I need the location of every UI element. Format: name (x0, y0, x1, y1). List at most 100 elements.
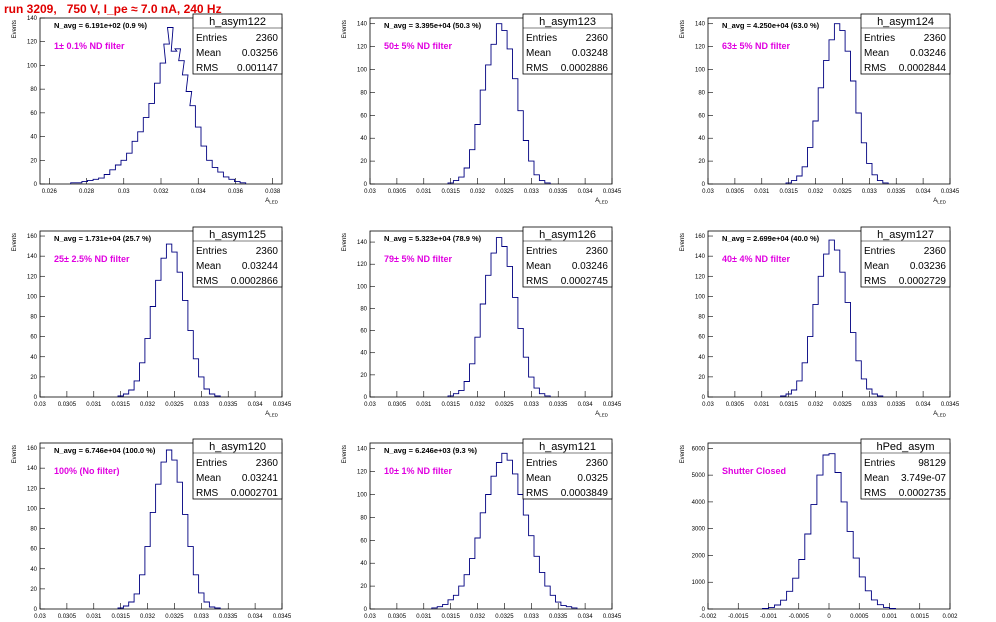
y-tick-label: 60 (698, 113, 705, 119)
stats-box (192, 226, 283, 288)
n-avg-annotation: N_avg = 2.699e+04 (40.0 %) (722, 234, 820, 243)
x-axis-title: ALED (265, 411, 279, 418)
y-tick-label: 0 (702, 182, 706, 188)
y-tick-label: 40 (360, 136, 367, 142)
y-tick-label: 0 (34, 607, 38, 613)
y-tick-label: 100 (27, 294, 38, 300)
x-tick-label: 0.0335 (219, 614, 238, 620)
stats-value: 2360 (586, 33, 609, 44)
y-tick-label: 120 (357, 262, 368, 268)
x-tick-label: 0.034 (916, 189, 932, 195)
x-tick-label: 0.0345 (941, 402, 960, 408)
y-tick-label: 100 (27, 506, 38, 512)
y-tick-label: 20 (30, 587, 37, 593)
x-tick-label: 0.002 (942, 614, 958, 620)
n-avg-annotation-rest: _avg = 6.246e+03 (9.3 %) (388, 446, 477, 455)
stats-value: 0.0002735 (899, 488, 947, 499)
x-tick-label: 0.033 (524, 189, 540, 195)
y-tick-label: 120 (695, 274, 706, 280)
histogram-series (70, 27, 247, 184)
stats-box-title: h_asym121 (539, 441, 596, 453)
n-avg-annotation-rest: _avg = 1.731e+04 (25.7 %) (58, 234, 151, 243)
x-tick-label: 0.0305 (388, 189, 407, 195)
stats-label: Mean (526, 48, 551, 59)
stats-label: RMS (526, 488, 549, 499)
y-axis-title: Events (680, 20, 686, 38)
stats-value: 0.0002701 (231, 488, 279, 499)
y-tick-label: 120 (357, 45, 368, 51)
x-tick-label: 0.026 (42, 189, 58, 195)
y-tick-label: 0 (34, 182, 38, 188)
stats-label: Entries (864, 33, 895, 44)
y-tick-label: 100 (357, 284, 368, 290)
x-tick-label: 0.03 (364, 402, 376, 408)
histogram-panel: 0 20 40 60 80 100 120 140 0.03 0.0305 0.031 0.0315 0… (342, 226, 622, 418)
y-tick-label: 40 (698, 136, 705, 142)
y-tick-label: 20 (30, 375, 37, 381)
y-tick-label: 80 (698, 315, 705, 321)
y-tick-label: 60 (698, 335, 705, 341)
histogram-series (785, 23, 889, 184)
plot-frame (39, 442, 283, 610)
x-axis-title: ALED (595, 198, 609, 205)
y-tick-label: 120 (27, 274, 38, 280)
histogram-series (117, 449, 221, 609)
histogram-panel: 0 20 40 60 80 100 120 140 0.03 0.0305 0.031 0.0315 0… (342, 13, 622, 205)
histogram-panel: 0 20 40 60 80 100 120 140 160 0.03 0.0305 0.031 0.03… (12, 226, 292, 418)
y-tick-label: 160 (27, 446, 38, 452)
y-tick-label: 100 (357, 68, 368, 74)
x-tick-label: 0.031 (86, 402, 102, 408)
y-tick-label: 80 (30, 87, 37, 93)
stats-box (192, 13, 283, 75)
x-tick-label: 0.034 (578, 189, 594, 195)
y-tick-label: 4000 (692, 500, 706, 506)
y-tick-label: 40 (360, 561, 367, 567)
x-tick-label: -0.001 (760, 614, 778, 620)
n-avg-annotation-rest: _avg = 6.746e+04 (100.0 %) (58, 446, 155, 455)
y-axis-title: Events (680, 233, 686, 251)
filter-label: 10± 1% ND filter (384, 466, 452, 476)
x-tick-label: 0.0305 (726, 189, 745, 195)
x-tick-label: 0.0305 (726, 402, 745, 408)
stats-label: RMS (526, 276, 549, 287)
stats-box-title: h_asym124 (877, 16, 934, 28)
x-tick-label: 0.0345 (603, 402, 622, 408)
stats-label: RMS (864, 276, 887, 287)
y-tick-label: 80 (30, 315, 37, 321)
y-tick-label: 0 (702, 395, 706, 401)
y-axis-title: Events (342, 445, 348, 463)
n-avg-annotation: N_avg = 5.323e+04 (78.9 %) (384, 234, 482, 243)
stats-value: 2360 (256, 246, 279, 257)
y-tick-label: 40 (360, 351, 367, 357)
x-tick-label: 0.0335 (887, 402, 906, 408)
y-tick-label: 100 (695, 294, 706, 300)
x-axis-title-subscript: LED (599, 413, 609, 418)
filter-label: 40± 4% ND filter (722, 254, 790, 264)
x-tick-label: 0.032 (470, 189, 486, 195)
filter-label: 50± 5% ND filter (384, 41, 452, 51)
n-avg-annotation-rest: _avg = 6.191e+02 (0.9 %) (58, 21, 147, 30)
y-tick-label: 140 (357, 447, 368, 453)
stats-value: 2360 (924, 33, 947, 44)
stats-label: RMS (526, 63, 549, 74)
x-tick-label: 0.03 (702, 189, 714, 195)
x-tick-label: 0.001 (882, 614, 898, 620)
stats-value: 98129 (918, 458, 946, 469)
plot-frame (707, 17, 951, 185)
x-tick-label: 0.0325 (165, 402, 184, 408)
stats-value: 2360 (256, 33, 279, 44)
x-tick-label: 0.033 (524, 402, 540, 408)
stats-label: Entries (526, 246, 557, 257)
x-tick-label: 0.0335 (887, 189, 906, 195)
x-tick-label: 0.0335 (219, 402, 238, 408)
stats-box (860, 438, 951, 500)
stats-value: 0.03246 (910, 48, 947, 59)
stats-box-title: h_asym126 (539, 229, 596, 241)
n-avg-annotation: N_avg = 6.746e+04 (100.0 %) (54, 446, 156, 455)
x-axis-title: ALED (265, 198, 279, 205)
x-tick-label: 0.0305 (388, 402, 407, 408)
y-tick-label: 20 (360, 373, 367, 379)
histogram-panel: 0 20 40 60 80 100 120 140 160 0.03 0.0305 0.031 0.03… (12, 438, 292, 620)
histogram-panel: 0 20 40 60 80 100 120 140 0.03 0.0305 0.031 0.0315 0… (680, 13, 960, 205)
